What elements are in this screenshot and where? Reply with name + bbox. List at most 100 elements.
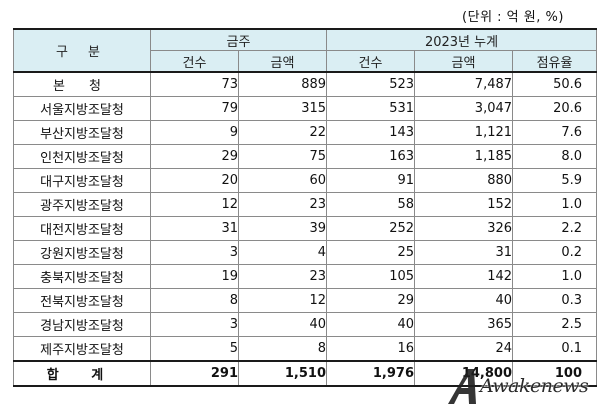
- header-category: 구 분: [13, 28, 151, 73]
- cum-amount-cell: 326: [414, 216, 514, 241]
- row-name: 인천지방조달청: [13, 144, 151, 169]
- header-this-week: 금주: [149, 28, 328, 51]
- unit-label: (단위 : 억 원, %): [462, 10, 564, 25]
- row-name: 광주지방조달청: [13, 192, 151, 217]
- cum-count-cell: 16: [326, 336, 416, 362]
- week-count-cell: 20: [150, 168, 239, 193]
- cum-count-cell: 25: [326, 240, 416, 265]
- week-amount-cell: 23: [237, 192, 328, 217]
- table-row: 인천지방조달청 29 75 163 1,185 8.0: [13, 144, 598, 169]
- share-cell: 50.6: [512, 71, 598, 97]
- cum-count-cell: 58: [326, 192, 416, 217]
- procurement-table: 구 분 금주 2023년 누계 건수 금액 건수 금액 점유율 본 청 73 8…: [13, 28, 598, 387]
- cum-amount-cell: 880: [414, 168, 514, 193]
- header-cum-count: 건수: [326, 50, 416, 73]
- total-week-amount: 1,510: [237, 360, 328, 387]
- row-name: 제주지방조달청: [13, 336, 151, 362]
- cum-count-cell: 40: [326, 312, 416, 337]
- total-cum-count: 1,976: [326, 360, 416, 387]
- week-count-cell: 12: [150, 192, 239, 217]
- week-amount-cell: 22: [237, 120, 328, 145]
- week-count-cell: 31: [150, 216, 239, 241]
- week-amount-cell: 23: [237, 264, 328, 289]
- share-cell: 8.0: [512, 144, 598, 169]
- row-name: 전북지방조달청: [13, 288, 151, 313]
- share-cell: 1.0: [512, 264, 598, 289]
- table-row: 대구지방조달청 20 60 91 880 5.9: [13, 168, 598, 193]
- table-row: 강원지방조달청 3 4 25 31 0.2: [13, 240, 598, 265]
- watermark-a-icon: [448, 369, 476, 404]
- week-count-cell: 3: [150, 240, 239, 265]
- week-amount-cell: 60: [237, 168, 328, 193]
- share-cell: 7.6: [512, 120, 598, 145]
- cum-count-cell: 163: [326, 144, 416, 169]
- cum-count-cell: 29: [326, 288, 416, 313]
- week-count-cell: 73: [150, 71, 239, 97]
- table-row: 경남지방조달청 3 40 40 365 2.5: [13, 312, 598, 337]
- share-cell: 2.5: [512, 312, 598, 337]
- row-name: 대전지방조달청: [13, 216, 151, 241]
- row-name: 경남지방조달청: [13, 312, 151, 337]
- cum-amount-cell: 24: [414, 336, 514, 362]
- week-amount-cell: 4: [237, 240, 328, 265]
- cum-count-cell: 105: [326, 264, 416, 289]
- watermark-text: Awakenews: [480, 375, 589, 397]
- header-week-amount: 금액: [237, 50, 328, 73]
- total-row: 합 계 291 1,510 1,976 14,800 100: [13, 360, 598, 387]
- week-amount-cell: 889: [237, 71, 328, 97]
- table-row: 전북지방조달청 8 12 29 40 0.3: [13, 288, 598, 313]
- total-share: 100: [512, 360, 598, 387]
- week-count-cell: 79: [150, 96, 239, 121]
- share-cell: 0.2: [512, 240, 598, 265]
- week-count-cell: 19: [150, 264, 239, 289]
- week-amount-cell: 75: [237, 144, 328, 169]
- week-amount-cell: 315: [237, 96, 328, 121]
- cum-amount-cell: 1,185: [414, 144, 514, 169]
- total-label: 합 계: [13, 360, 151, 387]
- cum-amount-cell: 7,487: [414, 71, 514, 97]
- cum-amount-cell: 31: [414, 240, 514, 265]
- header-row-sub: 건수 금액 건수 금액 점유율: [14, 50, 598, 73]
- header-cum-amount: 금액: [414, 50, 514, 73]
- watermark-logo: Awakenews: [446, 366, 606, 406]
- cum-amount-cell: 152: [414, 192, 514, 217]
- share-cell: 0.3: [512, 288, 598, 313]
- cum-count-cell: 531: [326, 96, 416, 121]
- table-row: 충북지방조달청 19 23 105 142 1.0: [13, 264, 598, 289]
- week-amount-cell: 12: [237, 288, 328, 313]
- share-cell: 1.0: [512, 192, 598, 217]
- total-week-count: 291: [150, 360, 239, 387]
- row-name: 충북지방조달청: [13, 264, 151, 289]
- week-count-cell: 29: [150, 144, 239, 169]
- cum-count-cell: 91: [326, 168, 416, 193]
- table-row: 대전지방조달청 31 39 252 326 2.2: [13, 216, 598, 241]
- row-name: 부산지방조달청: [13, 120, 151, 145]
- table-row: 제주지방조달청 5 8 16 24 0.1: [13, 336, 598, 362]
- table-row: 본 청 73 889 523 7,487 50.6: [13, 71, 598, 97]
- share-cell: 0.1: [512, 336, 598, 362]
- table-row: 광주지방조달청 12 23 58 152 1.0: [13, 192, 598, 217]
- row-name: 서울지방조달청: [13, 96, 151, 121]
- header-week-count: 건수: [150, 50, 239, 73]
- week-count-cell: 3: [150, 312, 239, 337]
- cum-count-cell: 523: [326, 71, 416, 97]
- cum-count-cell: 143: [326, 120, 416, 145]
- week-amount-cell: 8: [237, 336, 328, 362]
- cum-amount-cell: 142: [414, 264, 514, 289]
- cum-amount-cell: 40: [414, 288, 514, 313]
- row-name: 대구지방조달청: [13, 168, 151, 193]
- week-amount-cell: 39: [237, 216, 328, 241]
- header-share: 점유율: [512, 50, 598, 73]
- cum-count-cell: 252: [326, 216, 416, 241]
- week-count-cell: 8: [150, 288, 239, 313]
- share-cell: 5.9: [512, 168, 598, 193]
- cum-amount-cell: 365: [414, 312, 514, 337]
- share-cell: 2.2: [512, 216, 598, 241]
- row-name: 강원지방조달청: [13, 240, 151, 265]
- cum-amount-cell: 3,047: [414, 96, 514, 121]
- row-name: 본 청: [13, 71, 151, 97]
- table-row: 부산지방조달청 9 22 143 1,121 7.6: [13, 120, 598, 145]
- share-cell: 20.6: [512, 96, 598, 121]
- cum-amount-cell: 1,121: [414, 120, 514, 145]
- week-count-cell: 9: [150, 120, 239, 145]
